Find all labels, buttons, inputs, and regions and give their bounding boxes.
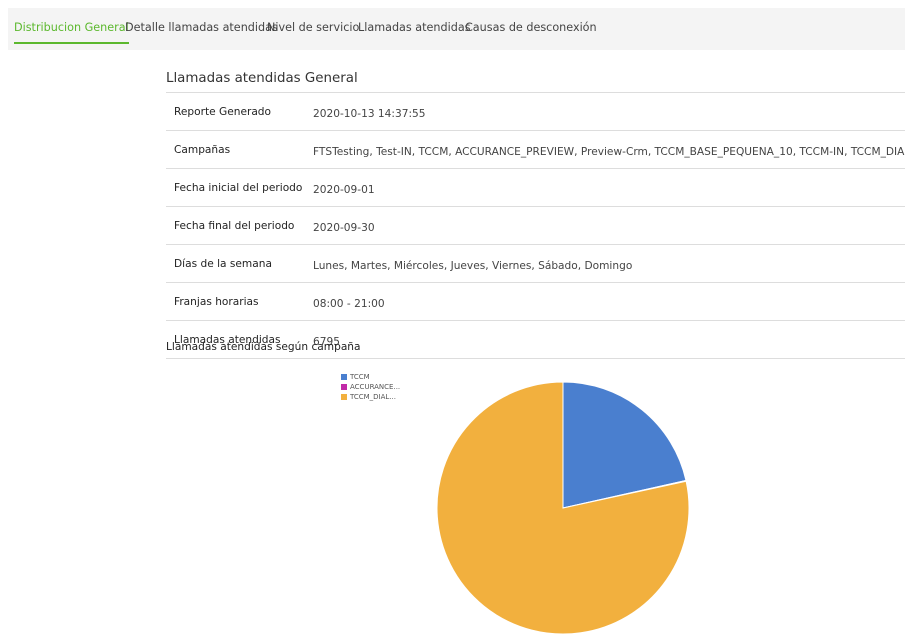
row-value: 2020-09-01 (313, 168, 905, 207)
row-label: Franjas horarias (166, 282, 313, 321)
row-value: Lunes, Martes, Miércoles, Jueves, Vierne… (313, 244, 905, 283)
tab-bar: Distribucion General Detalle llamadas at… (8, 8, 905, 50)
row-value: 2020-10-13 14:37:55 (313, 93, 905, 131)
pie-slice-tccm-dial[interactable] (436, 381, 690, 635)
row-label: Días de la semana (166, 244, 313, 283)
legend-item[interactable]: TCCM_DIAL... (341, 392, 400, 402)
table-row: Franjas horarias 08:00 - 21:00 (166, 282, 905, 321)
row-value: 08:00 - 21:00 (313, 282, 905, 321)
tab-distribucion-general[interactable]: Distribucion General (14, 8, 129, 44)
row-value: FTSTesting, Test-IN, TCCM, ACCURANCE_PRE… (313, 130, 905, 169)
table-row: Reporte Generado 2020-10-13 14:37:55 (166, 93, 905, 131)
legend-swatch (341, 394, 347, 400)
pie-slice-tccm[interactable] (562, 381, 687, 509)
legend-label: TCCM (350, 373, 370, 381)
table-row: Fecha inicial del periodo 2020-09-01 (166, 168, 905, 207)
legend-swatch (341, 384, 347, 390)
legend-label: ACCURANCE... (350, 383, 401, 391)
chart-legend: TCCM ACCURANCE... TCCM_DIAL... (341, 372, 400, 402)
page-title: Llamadas atendidas General (166, 66, 905, 93)
row-label: Campañas (166, 130, 313, 169)
row-label: Fecha inicial del periodo (166, 168, 313, 207)
table-row: Fecha final del periodo 2020-09-30 (166, 206, 905, 245)
report-section: Llamadas atendidas General Reporte Gener… (166, 66, 905, 359)
table-row: Días de la semana Lunes, Martes, Miércol… (166, 244, 905, 283)
table-row: Campañas FTSTesting, Test-IN, TCCM, ACCU… (166, 130, 905, 169)
chart-title: Llamadas atendidas según campaña (166, 341, 361, 353)
tab-llamadas-atendidas[interactable]: Llamadas atendidas (358, 21, 471, 34)
row-label: Llamadas atendidas (166, 320, 313, 359)
report-info-table: Reporte Generado 2020-10-13 14:37:55 Cam… (166, 93, 905, 359)
legend-label: TCCM_DIAL... (350, 393, 396, 401)
table-row: Llamadas atendidas 6795 (166, 320, 905, 359)
row-value: 2020-09-30 (313, 206, 905, 245)
row-value: 6795 (313, 320, 905, 359)
tab-nivel-de-servicio[interactable]: Nivel de servicio (267, 21, 360, 34)
legend-swatch (341, 374, 347, 380)
row-label: Reporte Generado (166, 93, 313, 131)
tab-detalle-llamadas-atendidas[interactable]: Detalle llamadas atendidas (125, 21, 278, 34)
tab-causas-de-desconexion[interactable]: Causas de desconexión (465, 21, 597, 34)
legend-item[interactable]: TCCM (341, 372, 400, 382)
row-label: Fecha final del periodo (166, 206, 313, 245)
legend-item[interactable]: ACCURANCE... (341, 382, 400, 392)
pie-chart (436, 381, 690, 635)
